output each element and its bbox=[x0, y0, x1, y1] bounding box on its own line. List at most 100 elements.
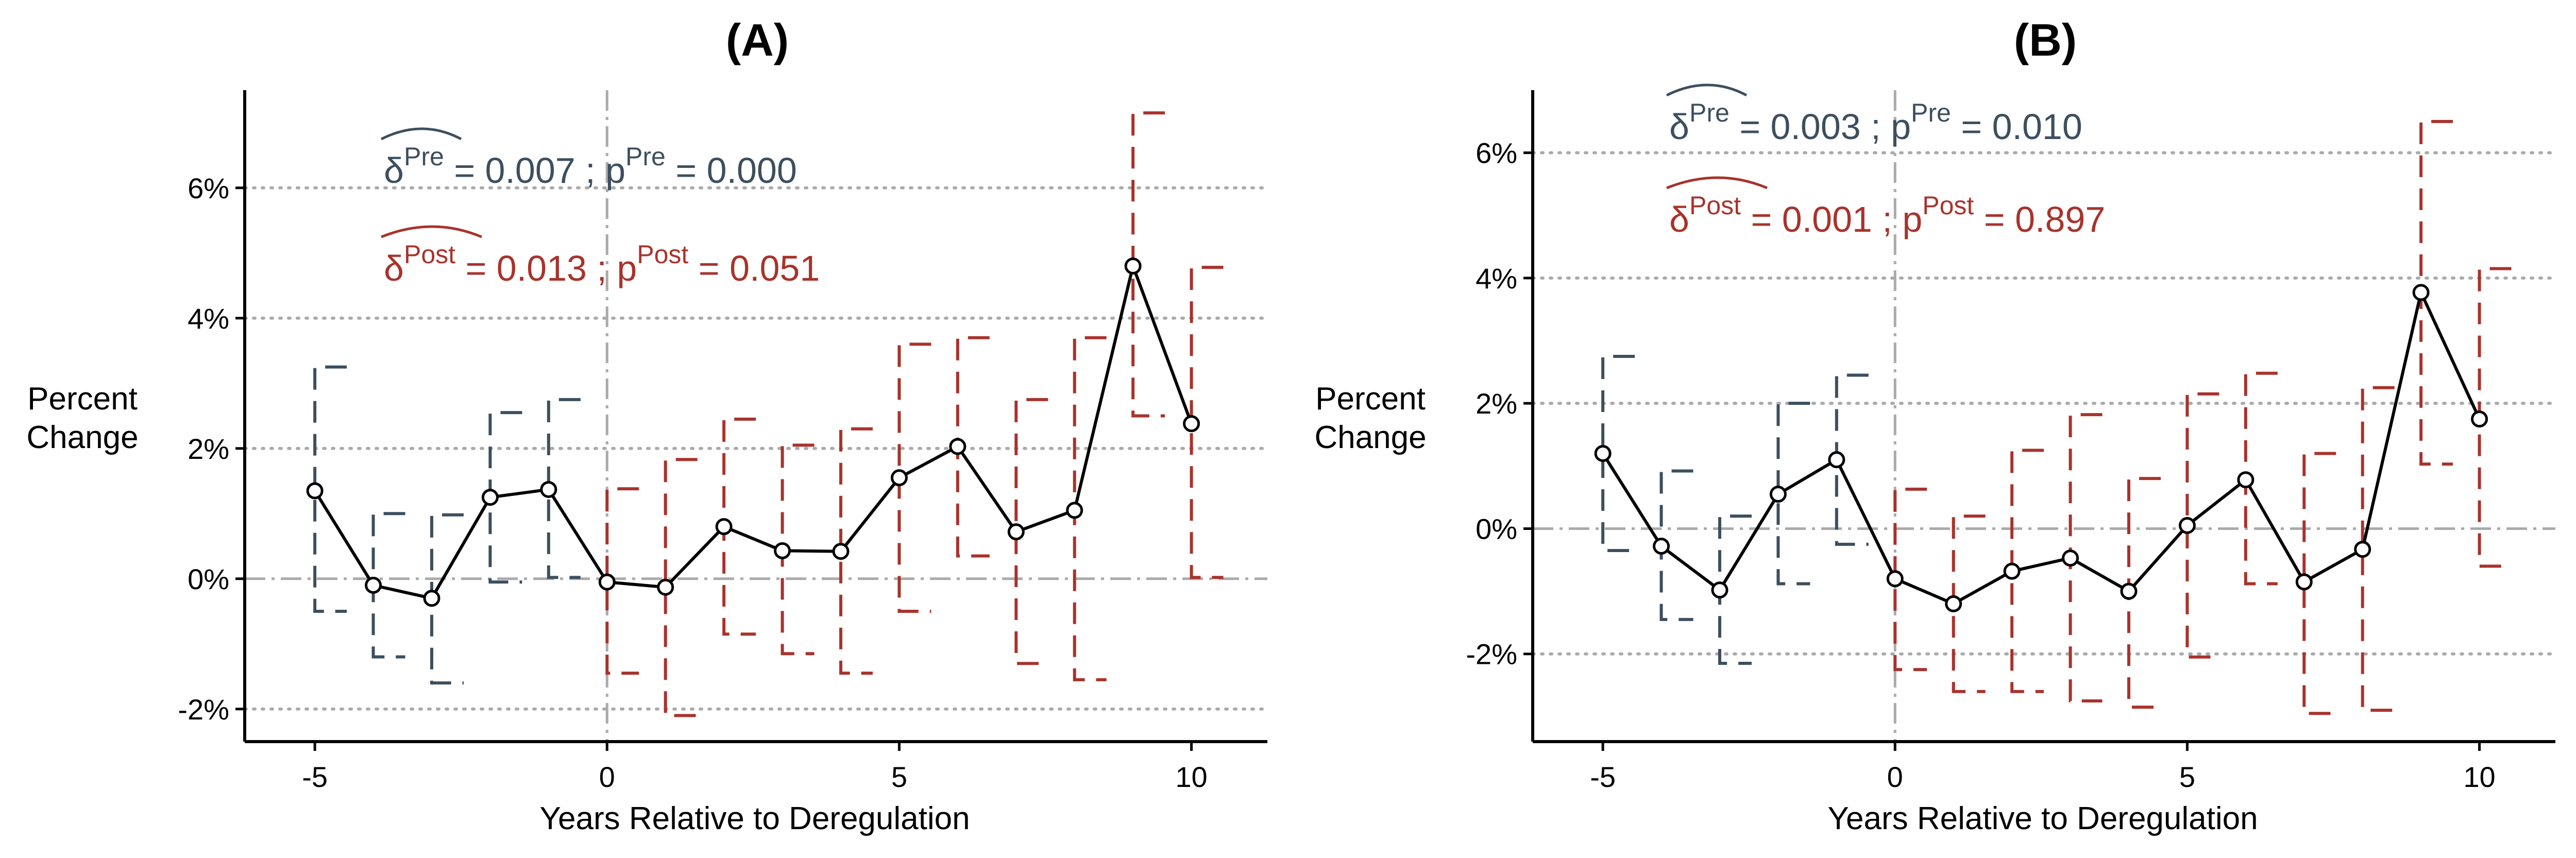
delta-symbol: δ bbox=[1669, 107, 1689, 147]
delta-value: = 0.007 ; p bbox=[444, 150, 625, 191]
y-tick-label: 6% bbox=[1476, 137, 1517, 169]
x-tick-label: 10 bbox=[1175, 761, 1207, 793]
panel-a: (A) Percent Change Years Relative to Der… bbox=[26, 14, 1269, 836]
data-point bbox=[2471, 410, 2488, 428]
data-point bbox=[2120, 582, 2138, 600]
data-point bbox=[2062, 550, 2079, 567]
data-point bbox=[1183, 415, 1200, 433]
data-point bbox=[1594, 444, 1612, 462]
y-tick-label: 2% bbox=[1476, 387, 1517, 420]
p-superscript: Post bbox=[637, 240, 688, 269]
p-superscript: Pre bbox=[625, 142, 666, 171]
data-point bbox=[2003, 562, 2021, 580]
data-point bbox=[1124, 258, 1142, 275]
x-tick-label: -5 bbox=[1590, 761, 1616, 793]
delta-symbol: δ bbox=[384, 150, 404, 191]
data-point bbox=[1945, 595, 1962, 612]
error-bar bbox=[547, 398, 581, 579]
hat-accent bbox=[381, 225, 482, 238]
data-point bbox=[2237, 471, 2255, 489]
panel-title: (A) bbox=[726, 14, 789, 65]
data-point bbox=[2295, 573, 2313, 591]
p-superscript: Pre bbox=[1911, 98, 1951, 127]
p-value: = 0.010 bbox=[1951, 107, 2082, 147]
p-value: = 0.000 bbox=[666, 150, 797, 191]
data-point bbox=[481, 489, 499, 506]
x-tick-label: 10 bbox=[2463, 761, 2495, 793]
y-tick-label: 6% bbox=[188, 172, 229, 204]
hat-accent bbox=[1666, 83, 1748, 97]
delta-superscript: Post bbox=[404, 240, 455, 269]
data-point bbox=[1653, 538, 1670, 555]
delta-symbol: δ bbox=[1669, 199, 1689, 239]
series-line bbox=[1601, 290, 2481, 606]
data-point bbox=[2178, 517, 2196, 534]
error-bar bbox=[1893, 487, 1927, 672]
error-bar bbox=[2185, 392, 2219, 659]
y-axis-label-line1: Percent bbox=[27, 381, 138, 417]
data-point bbox=[715, 518, 733, 536]
y-tick-label: -2% bbox=[178, 693, 229, 726]
data-point bbox=[890, 469, 908, 487]
data-point bbox=[832, 543, 850, 560]
panel-title: (B) bbox=[2014, 14, 2077, 65]
error-bar bbox=[1776, 402, 1810, 586]
x-tick-label: 5 bbox=[2179, 761, 2195, 793]
stat-annotation-post: δPost = 0.013 ; pPost = 0.051 bbox=[384, 240, 820, 288]
data-point bbox=[1828, 451, 1845, 469]
delta-superscript: Post bbox=[1689, 191, 1741, 220]
delta-symbol: δ bbox=[384, 248, 404, 288]
x-axis-label: Years Relative to Deregulation bbox=[539, 801, 970, 836]
data-point bbox=[598, 573, 616, 591]
y-axis-label-line1: Percent bbox=[1315, 381, 1426, 417]
stat-annotation-pre: δPre = 0.003 ; pPre = 0.010 bbox=[1669, 98, 2082, 147]
error-bar bbox=[2302, 452, 2336, 715]
error-bar bbox=[1190, 266, 1224, 579]
error-bar bbox=[605, 487, 639, 675]
data-point bbox=[1711, 581, 1728, 599]
delta-value: = 0.003 ; p bbox=[1730, 107, 1911, 147]
x-tick-label: 5 bbox=[891, 761, 907, 793]
series-line bbox=[313, 264, 1193, 600]
x-tick-label: 0 bbox=[1887, 761, 1903, 793]
p-value: = 0.897 bbox=[1974, 199, 2105, 239]
error-bar bbox=[2361, 386, 2395, 712]
data-point bbox=[774, 542, 791, 559]
y-tick-label: -2% bbox=[1466, 638, 1517, 671]
y-tick-label: 4% bbox=[188, 302, 229, 335]
data-point bbox=[2354, 541, 2371, 558]
hat-accent bbox=[380, 127, 462, 141]
delta-superscript: Pre bbox=[1689, 98, 1730, 127]
error-bar bbox=[313, 365, 347, 613]
data-point bbox=[306, 482, 324, 500]
error-bar bbox=[664, 458, 698, 717]
y-tick-label: 2% bbox=[188, 433, 229, 465]
p-value: = 0.051 bbox=[688, 248, 820, 288]
x-axis-label: Years Relative to Deregulation bbox=[1827, 801, 2258, 836]
data-point bbox=[1066, 502, 1083, 519]
y-axis-label-line2: Change bbox=[26, 420, 138, 455]
data-point bbox=[1886, 570, 1904, 588]
stat-annotation-post: δPost = 0.001 ; pPost = 0.897 bbox=[1669, 191, 2105, 239]
panel-b: (B) Percent Change Years Relative to Der… bbox=[1314, 14, 2557, 836]
y-tick-label: 0% bbox=[1476, 512, 1517, 545]
error-bar bbox=[1601, 354, 1635, 553]
x-tick-label: -5 bbox=[302, 761, 328, 793]
data-point bbox=[540, 481, 557, 498]
data-point bbox=[1007, 523, 1025, 541]
p-superscript: Post bbox=[1922, 191, 1974, 220]
y-tick-label: 4% bbox=[1476, 262, 1517, 295]
hat-accent bbox=[1666, 176, 1768, 190]
data-point bbox=[365, 576, 382, 594]
delta-value: = 0.013 ; p bbox=[455, 248, 637, 288]
data-point bbox=[423, 590, 440, 607]
error-bar bbox=[1014, 398, 1048, 665]
stat-annotation-pre: δPre = 0.007 ; pPre = 0.000 bbox=[384, 142, 797, 191]
y-axis-label-line2: Change bbox=[1314, 420, 1426, 455]
x-tick-label: 0 bbox=[599, 761, 615, 793]
delta-value: = 0.001 ; p bbox=[1741, 199, 1922, 239]
y-tick-label: 0% bbox=[188, 563, 229, 595]
data-point bbox=[949, 438, 967, 455]
data-point bbox=[1769, 486, 1787, 503]
